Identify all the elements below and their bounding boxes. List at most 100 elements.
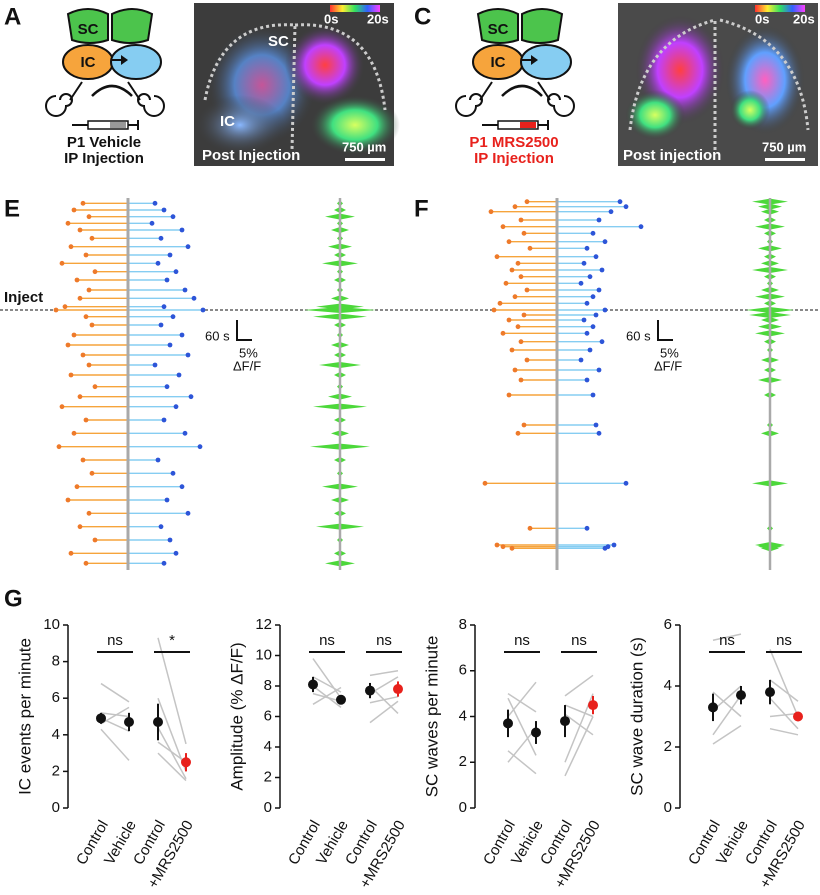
sc-event-dot xyxy=(578,357,584,363)
pair-line xyxy=(312,686,342,705)
pair-line xyxy=(157,752,187,782)
ic-event-dot xyxy=(515,324,521,330)
sc-event-dot xyxy=(158,524,164,530)
ic-event-dot xyxy=(509,267,515,273)
image-b: SC IC Post Injection 750 µm 0s 20s xyxy=(194,3,400,166)
sc-event-dot xyxy=(161,560,167,566)
colorbar-label: 20s xyxy=(793,11,815,26)
sig-label: ns xyxy=(107,632,123,649)
sc-event-dot xyxy=(185,510,191,516)
ic-event-dot xyxy=(506,317,512,323)
ic-event-dot xyxy=(494,254,500,260)
y-axis-title: SC wave duration (s) xyxy=(627,637,646,796)
ic-event-dot xyxy=(59,404,65,410)
sc-event-dot xyxy=(185,352,191,358)
mean-point xyxy=(308,679,318,690)
sc-event-dot xyxy=(584,377,590,383)
sc-event-dot xyxy=(590,294,596,300)
image-d: Post injection 750 µm 0s 20s xyxy=(618,3,818,166)
ic-event-dot xyxy=(89,235,95,241)
ic-event-dot xyxy=(494,542,500,548)
sc-event-dot xyxy=(182,287,188,293)
ic-event-dot xyxy=(74,277,80,283)
ic-event-dot xyxy=(527,525,533,531)
pair-line xyxy=(157,741,187,763)
pair-line xyxy=(769,679,799,702)
mean-point xyxy=(336,694,346,705)
ic-event-dot xyxy=(524,199,530,205)
sc-event-dot xyxy=(155,457,161,463)
pair-line xyxy=(100,706,130,725)
diagram-a: IC SC P1 Vehicle IP Injection xyxy=(45,8,165,167)
sc-event-dot xyxy=(593,312,599,318)
pair-line xyxy=(100,728,130,761)
ic-event-dot xyxy=(65,220,71,226)
panel-label: F xyxy=(414,195,429,222)
ic-event-dot xyxy=(521,422,527,428)
sc-event-dot xyxy=(584,245,590,251)
ic-event-dot xyxy=(80,457,86,463)
y-tick-label: 6 xyxy=(459,662,467,679)
sc-event-dot xyxy=(173,550,179,556)
sc-event-dot xyxy=(158,322,164,328)
pair-line xyxy=(769,712,799,718)
ic-event-dot xyxy=(53,307,59,313)
mean-point xyxy=(765,687,775,698)
ic-event-dot xyxy=(512,204,518,210)
ic-event-dot xyxy=(89,322,95,328)
ic-event-dot xyxy=(488,209,494,215)
sc-event-dot xyxy=(185,244,191,250)
sig-label: ns xyxy=(776,632,792,649)
ic-event-dot xyxy=(71,207,77,213)
sc-event-dot xyxy=(596,430,602,436)
scale-bar-e: 60 s 5% ΔF/F xyxy=(205,320,261,373)
panel-label: A xyxy=(4,3,21,30)
sc-event-dot xyxy=(599,267,605,273)
pair-line xyxy=(369,670,399,677)
sc-event-dot xyxy=(164,277,170,283)
sc-event-dot xyxy=(173,269,179,275)
y-tick-label: 2 xyxy=(664,738,672,755)
scale-amp: 5% xyxy=(660,345,679,360)
scale-amp: 5% xyxy=(239,345,258,360)
ic-event-dot xyxy=(77,524,83,530)
ic-event-dot xyxy=(500,330,506,336)
pair-line xyxy=(769,727,799,736)
pair-line xyxy=(769,649,799,717)
ic-event-dot xyxy=(491,307,497,313)
sc-event-dot xyxy=(617,199,623,205)
panel-label: G xyxy=(4,585,23,612)
pair-line xyxy=(100,682,130,703)
sc-event-dot xyxy=(602,307,608,313)
ic-event-dot xyxy=(65,497,71,503)
pair-line xyxy=(507,697,537,756)
scale-bar-label: 750 µm xyxy=(342,139,386,154)
ic-event-dot xyxy=(68,244,74,250)
y-tick-label: 4 xyxy=(459,707,467,724)
sig-label: ns xyxy=(376,632,392,649)
ic-event-dot xyxy=(65,342,71,348)
sc-event-dot xyxy=(596,367,602,373)
ic-event-dot xyxy=(506,392,512,398)
ic-event-dot xyxy=(80,200,86,206)
ic-event-dot xyxy=(71,332,77,338)
caption: Post injection xyxy=(623,147,721,164)
pair-line xyxy=(100,712,130,718)
y-tick-label: 2 xyxy=(52,762,60,779)
sc-event-dot xyxy=(584,300,590,306)
scale-time: 60 s xyxy=(626,328,651,343)
pair-line xyxy=(712,694,742,736)
ic-event-dot xyxy=(518,377,524,383)
pair-line xyxy=(507,681,537,717)
scale-unit: ΔF/F xyxy=(654,358,682,373)
ic-event-dot xyxy=(518,339,524,345)
sc-event-dot xyxy=(164,384,170,390)
ic-event-dot xyxy=(83,252,89,258)
sc-event-dot xyxy=(593,422,599,428)
sc-label: SC xyxy=(78,21,99,38)
ic-event-dot xyxy=(56,444,62,450)
ic-event-dot xyxy=(92,537,98,543)
sc-event-dot xyxy=(158,235,164,241)
sc-label: SC xyxy=(268,33,289,50)
